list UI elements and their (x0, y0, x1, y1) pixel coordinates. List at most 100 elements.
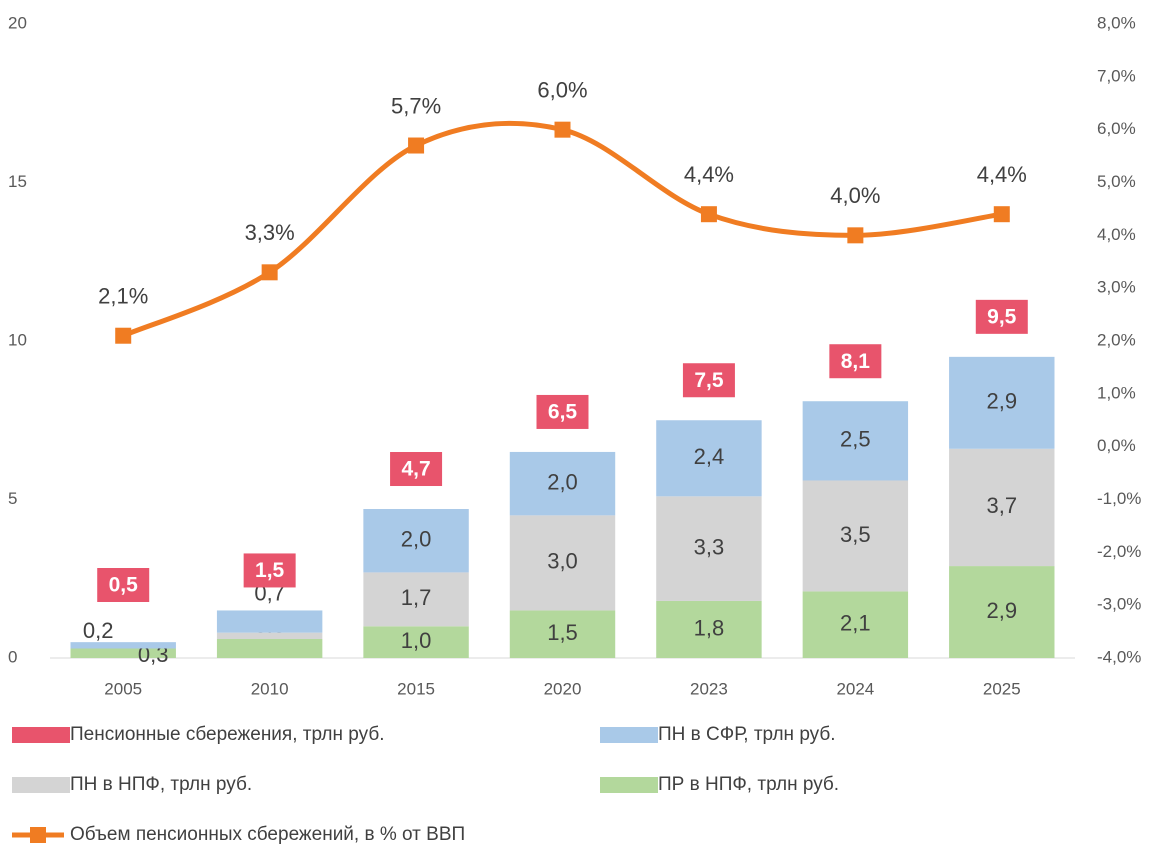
line-marker (408, 137, 425, 154)
legend-label: ПН в НПФ, трлн руб. (70, 774, 252, 795)
bar-segment (70, 642, 176, 649)
y2-tick-label: 2,0% (1097, 330, 1136, 349)
y2-tick-label: -3,0% (1097, 595, 1141, 614)
bar-segment (949, 566, 1055, 658)
bar-segment (509, 515, 616, 611)
bar-segment (656, 420, 762, 497)
bar-segment (949, 448, 1055, 567)
legend-swatch (600, 727, 658, 743)
y-tick-label: 10 (8, 330, 27, 349)
bar-segment (802, 401, 909, 481)
y-tick-label: 15 (8, 172, 27, 191)
segment-label: 2,9 (986, 598, 1017, 623)
y2-tick-label: 4,0% (1097, 225, 1136, 244)
segment-label: 2,5 (840, 427, 871, 452)
total-label-box (829, 344, 882, 379)
legend-swatch (600, 777, 658, 793)
x-tick-label: 2010 (251, 679, 289, 698)
segment-label: 1,0 (401, 628, 432, 653)
y2-tick-label: 0,0% (1097, 436, 1136, 455)
total-label-box (975, 299, 1028, 334)
segment-label: 3,5 (840, 522, 871, 547)
bar-segment (802, 591, 909, 658)
y2-tick-label: -4,0% (1097, 647, 1141, 666)
bar-segment (216, 610, 323, 633)
total-label-box (97, 568, 150, 602)
line-label: 2,1% (98, 284, 148, 309)
x-tick-label: 2005 (104, 679, 142, 698)
bar-segment (363, 572, 469, 627)
bar-segment (363, 626, 469, 658)
y2-tick-label: 3,0% (1097, 278, 1136, 297)
line-marker (993, 206, 1010, 223)
total-label: 7,5 (694, 369, 724, 392)
segment-label: 1,8 (694, 615, 725, 640)
legend-swatch (12, 727, 70, 743)
bar-segment (509, 610, 616, 658)
total-label: 4,7 (401, 458, 430, 481)
bar-segment (70, 648, 176, 658)
segment-label: 3,0 (547, 549, 578, 574)
segment-label: 2,4 (694, 444, 725, 469)
legend-label: Объем пенсионных сбережений, в % от ВВП (70, 824, 465, 845)
bar-segment (509, 451, 616, 516)
x-tick-label: 2023 (690, 679, 728, 698)
legend-label: Пенсионные сбережения, трлн руб. (70, 724, 384, 745)
line-marker (554, 121, 571, 138)
line-marker (700, 206, 717, 223)
y-tick-label: 20 (8, 13, 27, 32)
segment-label: 3,3 (694, 534, 725, 559)
y-tick-label: 0 (8, 647, 17, 666)
line-label: 6,0% (537, 77, 587, 102)
bar-segment (656, 600, 762, 658)
segment-label: 1,5 (547, 620, 578, 645)
legend-label: ПН в СФР, трлн руб. (658, 724, 836, 745)
y-tick-label: 5 (8, 489, 17, 508)
legend-marker (30, 827, 46, 843)
total-label-box (536, 394, 589, 429)
bar-segment (949, 356, 1055, 449)
y2-tick-label: 6,0% (1097, 119, 1136, 138)
bar-segment (216, 638, 323, 658)
segment-label: 2,1 (840, 611, 871, 636)
total-label-box (682, 363, 735, 398)
y2-tick-label: 5,0% (1097, 172, 1136, 191)
segment-label: 2,0 (401, 527, 432, 552)
x-tick-label: 2015 (397, 679, 435, 698)
total-label: 6,5 (548, 400, 578, 423)
bar-segment (363, 509, 469, 573)
line-label: 4,0% (830, 183, 880, 208)
y2-tick-label: -2,0% (1097, 542, 1141, 561)
total-label-box (243, 553, 296, 588)
y2-tick-label: 8,0% (1097, 13, 1136, 32)
line-marker (847, 227, 864, 244)
x-tick-label: 2020 (544, 679, 582, 698)
bar-segment (216, 632, 323, 639)
line-label: 5,7% (391, 93, 441, 118)
line-marker (261, 264, 278, 281)
bar-segment (656, 496, 762, 601)
segment-label: 3,7 (986, 493, 1017, 518)
segment-label: 1,7 (401, 585, 432, 610)
segment-label: 2,9 (986, 389, 1017, 414)
line-marker (115, 327, 132, 344)
total-label: 0,5 (109, 574, 139, 597)
line-label: 4,4% (684, 162, 734, 187)
total-label-box (390, 452, 443, 487)
x-tick-label: 2025 (983, 679, 1021, 698)
legend-label: ПР в НПФ, трлн руб. (658, 774, 839, 795)
y2-tick-label: 7,0% (1097, 66, 1136, 85)
y2-tick-label: -1,0% (1097, 489, 1141, 508)
line-label: 3,3% (245, 220, 295, 245)
bar-segment (802, 480, 909, 592)
segment-label: 2,0 (547, 469, 578, 494)
total-label: 1,5 (255, 559, 285, 582)
total-label: 8,1 (841, 350, 871, 373)
segment-label: 0,2 (83, 618, 114, 643)
x-tick-label: 2024 (836, 679, 874, 698)
legend-swatch (12, 777, 70, 793)
y2-tick-label: 1,0% (1097, 383, 1136, 402)
line-label: 4,4% (977, 162, 1027, 187)
total-label: 9,5 (987, 305, 1017, 328)
